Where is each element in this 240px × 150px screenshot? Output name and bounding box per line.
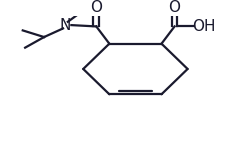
- Text: O: O: [168, 0, 180, 15]
- Text: O: O: [90, 0, 102, 15]
- Text: OH: OH: [192, 19, 216, 34]
- Text: N: N: [60, 18, 71, 33]
